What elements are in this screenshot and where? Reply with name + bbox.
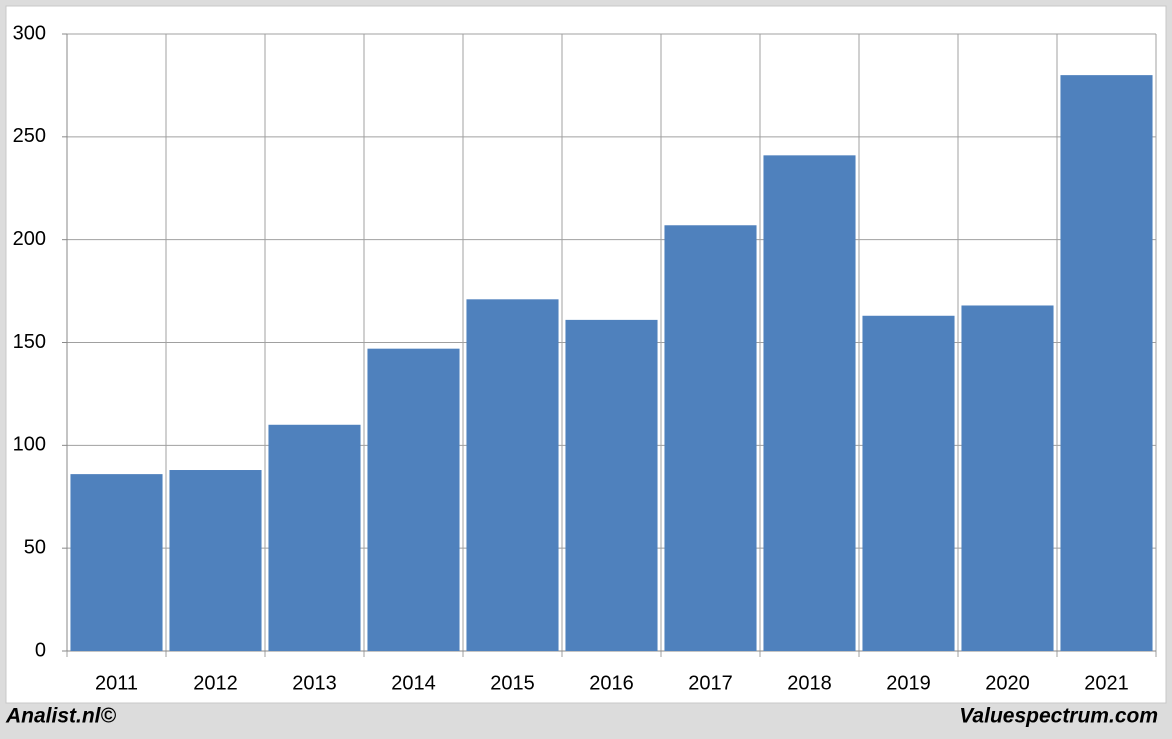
y-tick-label: 200 bbox=[13, 228, 46, 250]
x-tick-label: 2014 bbox=[391, 672, 436, 694]
x-tick-label: 2012 bbox=[193, 672, 238, 694]
bar bbox=[961, 305, 1054, 651]
bar bbox=[763, 155, 856, 652]
x-tick-label: 2019 bbox=[886, 672, 931, 694]
footer-right: Valuespectrum.com bbox=[959, 705, 1158, 728]
y-tick-label: 300 bbox=[13, 22, 46, 44]
bar bbox=[466, 299, 559, 651]
y-tick-label: 100 bbox=[13, 434, 46, 456]
bar bbox=[565, 319, 658, 651]
y-tick-label: 0 bbox=[35, 639, 46, 661]
x-tick-label: 2013 bbox=[292, 672, 337, 694]
bar bbox=[1060, 75, 1153, 652]
x-tick-label: 2015 bbox=[490, 672, 535, 694]
x-tick-label: 2021 bbox=[1084, 672, 1129, 694]
x-tick-label: 2016 bbox=[589, 672, 634, 694]
footer-left: Analist.nl© bbox=[5, 705, 117, 728]
y-tick-label: 150 bbox=[13, 331, 46, 353]
x-tick-label: 2011 bbox=[95, 672, 138, 694]
x-tick-label: 2017 bbox=[688, 672, 733, 694]
bar bbox=[169, 470, 262, 651]
bar bbox=[70, 474, 163, 651]
x-tick-label: 2020 bbox=[985, 672, 1030, 694]
bar bbox=[664, 225, 757, 651]
bar bbox=[367, 348, 460, 651]
bar bbox=[862, 315, 955, 651]
x-tick-label: 2018 bbox=[787, 672, 832, 694]
bar bbox=[268, 424, 361, 651]
y-tick-label: 50 bbox=[24, 536, 46, 558]
y-tick-label: 250 bbox=[13, 125, 46, 147]
